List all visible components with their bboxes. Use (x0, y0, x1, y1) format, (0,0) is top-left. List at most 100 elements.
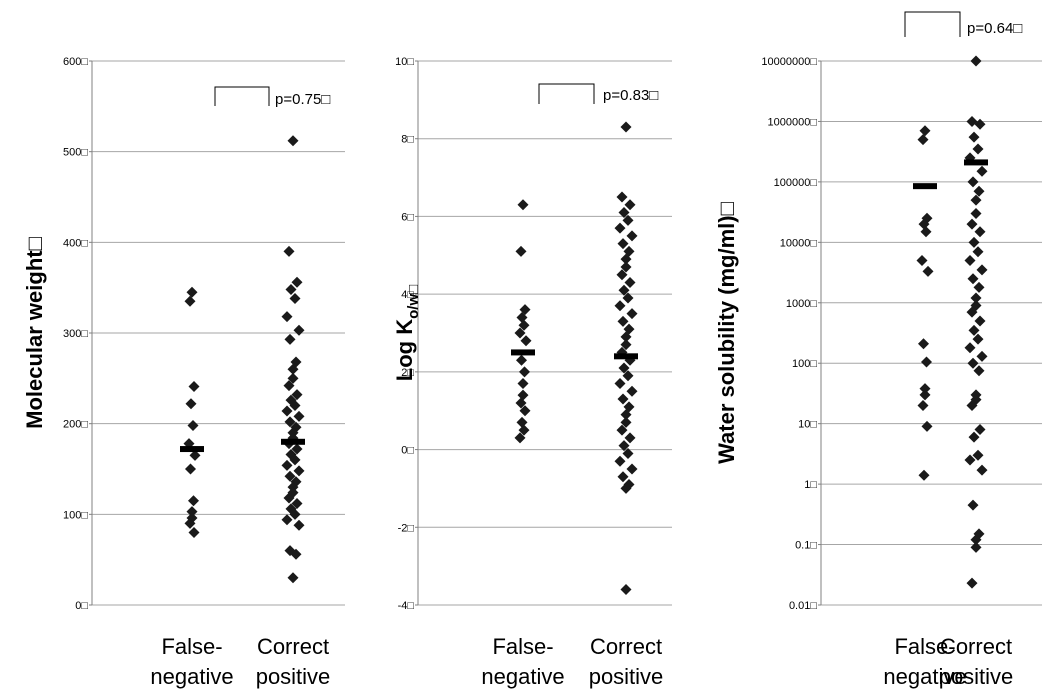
data-point (185, 463, 196, 475)
data-point (919, 389, 931, 401)
y-tick-label: 200□ (63, 419, 88, 431)
y-tick-label: 8□ (401, 134, 414, 146)
data-point (970, 292, 982, 304)
data-point (626, 385, 638, 397)
data-point (287, 572, 299, 584)
data-point (289, 454, 301, 466)
data-point (614, 300, 626, 312)
data-point (290, 548, 302, 560)
data-point (921, 420, 933, 432)
data-point (517, 199, 529, 211)
median-markers (913, 159, 988, 190)
data-point (964, 342, 976, 354)
data-point (972, 246, 984, 258)
p-value-annotation: p=0.83□ (603, 87, 658, 104)
data-point (618, 362, 630, 374)
data-point (289, 400, 301, 412)
data-point (188, 495, 199, 507)
data-point (188, 380, 200, 392)
data-point (281, 459, 293, 471)
data-point (614, 378, 626, 390)
data-point (189, 449, 201, 461)
data-point (626, 463, 638, 475)
data-point (291, 443, 303, 455)
data-point (293, 324, 305, 336)
y-tick-label: 100000□ (774, 177, 818, 189)
data-point (287, 363, 299, 375)
data-point (973, 365, 985, 377)
data-point (514, 327, 526, 339)
y-tick-label: 10000□ (780, 237, 818, 249)
data-point (976, 264, 988, 276)
bracket-line (904, 11, 961, 37)
data-point (516, 354, 527, 366)
y-tick-label: 100□ (792, 358, 817, 370)
data-point (966, 577, 978, 589)
data-point (614, 222, 626, 234)
data-point (293, 519, 305, 531)
data-point (918, 338, 929, 350)
category-labels: False-negative Correct positive (150, 634, 330, 689)
data-point (976, 350, 988, 362)
data-points (916, 55, 988, 589)
data-point (616, 424, 628, 436)
p-value-annotation: p=0.75□ (275, 91, 330, 108)
data-point (968, 431, 980, 443)
data-point (284, 333, 296, 345)
data-point (970, 55, 982, 67)
category-label: False-negative (481, 634, 564, 689)
data-point (617, 471, 629, 483)
data-point (970, 207, 982, 219)
data-points (514, 121, 638, 595)
data-point (617, 393, 629, 405)
y-tick-label: 0.1□ (795, 540, 817, 552)
y-tick-label: 10□ (798, 419, 817, 431)
data-point (967, 176, 979, 188)
data-point (919, 125, 931, 137)
data-point (516, 311, 528, 323)
data-point (519, 405, 531, 417)
data-point (620, 416, 632, 428)
data-point (964, 454, 976, 466)
data-point (620, 409, 632, 421)
y-tick-labels: 0□ 100□ 200□ 300□ 400□ 500□ 600□ (63, 56, 88, 612)
data-point (518, 319, 530, 331)
data-point (285, 283, 297, 295)
y-tick-label: 4□ (401, 289, 414, 301)
y-tick-label: 1000000□ (768, 116, 818, 128)
panel-water-solubility: 0.01□ 0.1□ 1□ 10□ 100□ 1000□ 10000□ 100000□ 1000… (714, 11, 1042, 689)
data-point (184, 517, 196, 529)
category-label: Correct positive (939, 634, 1014, 689)
data-point (291, 497, 303, 509)
data-point (293, 410, 305, 422)
y-tick-label: 0□ (75, 600, 88, 612)
category-label: Correct positive (256, 634, 331, 689)
data-point (967, 357, 979, 369)
data-point (620, 583, 632, 595)
category-labels: False-negative Correct positive (481, 634, 663, 689)
data-point (291, 389, 303, 401)
y-tick-label: -4□ (398, 600, 415, 612)
data-point (974, 315, 986, 327)
data-point (624, 199, 636, 211)
data-point (519, 366, 530, 378)
data-point (917, 399, 929, 411)
y-axis-label: Water solubility (mg/ml)□ (714, 202, 739, 464)
data-point (184, 295, 196, 307)
data-point (620, 339, 632, 351)
y-tick-label: 0.01□ (789, 600, 817, 612)
data-point (976, 165, 988, 177)
median-markers (180, 438, 305, 453)
data-point (976, 464, 988, 476)
median-marker (913, 183, 937, 190)
data-point (283, 245, 295, 257)
data-point (618, 284, 630, 296)
median-marker (511, 349, 535, 356)
bracket-line (538, 83, 595, 104)
data-point (517, 389, 529, 401)
data-point (187, 419, 199, 431)
data-point (974, 424, 986, 436)
data-point (188, 526, 200, 538)
data-point (972, 143, 984, 155)
data-point (620, 253, 632, 265)
